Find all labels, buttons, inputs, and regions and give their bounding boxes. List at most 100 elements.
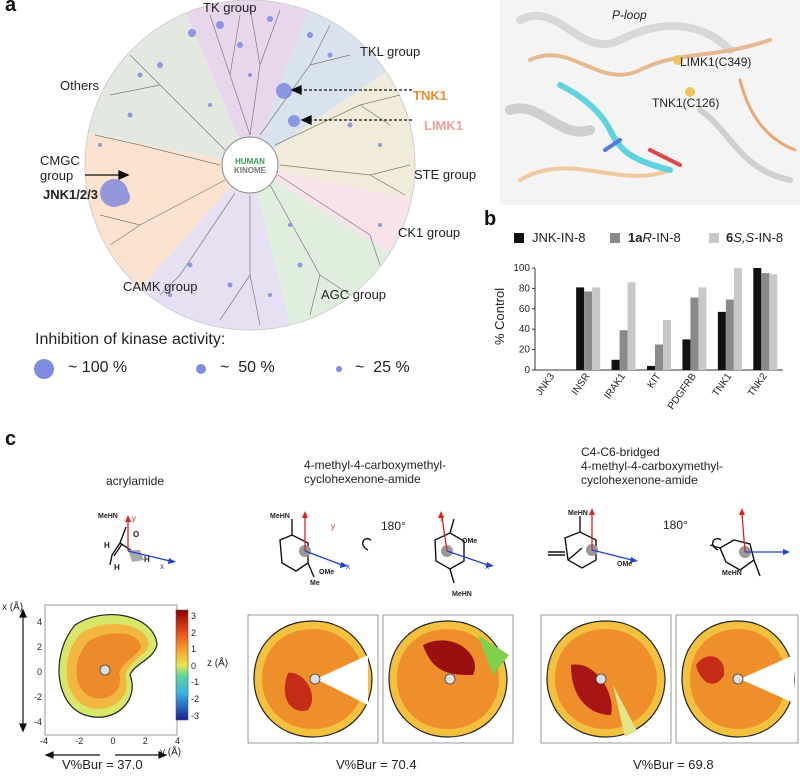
panel-b-label: b: [484, 208, 497, 230]
legend-swatch-6ss: [709, 233, 719, 243]
chart-xtick-label: TNK1: [711, 371, 735, 399]
atom-ome-3: OMe: [462, 538, 478, 545]
cb-tick-4: -1: [191, 677, 200, 688]
bar-insr-2: [592, 287, 601, 370]
bar-kit-1: [655, 344, 663, 370]
bar-tnk1-1: [725, 299, 734, 370]
atom-mehn-4: MeHN: [568, 510, 588, 517]
group-label-cmgc: CMGC group: [40, 153, 80, 183]
title-acrylamide: acrylamide: [106, 474, 165, 488]
legend-title: Inhibition of kinase activity:: [35, 331, 226, 348]
atom-h-1c: H: [114, 563, 120, 572]
steric-map-colorbar: [175, 609, 189, 721]
steric-map-methyl-b: [382, 614, 514, 744]
group-label-agc: AGC group: [321, 287, 387, 302]
xtick-4: 4: [174, 736, 180, 746]
axis-y-2: y: [331, 522, 335, 531]
bar-insr-1: [584, 291, 593, 370]
tnk1-callout: TNK1: [413, 88, 447, 103]
steric-map-methyl-a: [247, 614, 379, 744]
xtick-0: -4: [40, 736, 49, 746]
bar-pdgfrb-1: [690, 297, 699, 370]
ytick-4: -4: [33, 717, 42, 727]
vbur-bridged: V%Bur = 69.8: [633, 757, 714, 772]
steric-map-acrylamide: [44, 604, 178, 736]
chart-xtick-label: JNK3: [534, 371, 557, 398]
cb-tick-3: 0: [191, 660, 197, 671]
atom-o-1: O: [133, 530, 140, 539]
bar-kit-2: [663, 320, 671, 370]
cb-tick-5: -2: [191, 693, 200, 704]
bar-chart: 0 20 40 60 80 100 JNK3 INSR IRAK1 KIT PDGFRB TNK1 TN…: [513, 263, 783, 412]
panel-c-label: c: [5, 428, 17, 450]
legend-label-1ar: 1aR-IN-8: [628, 230, 681, 245]
bar-irak1-0: [611, 359, 620, 370]
legend-1ar-italic: R: [642, 230, 652, 245]
title-bridged-line1: C4-C6-bridged: [581, 445, 660, 459]
atom-mehn-5: MeHN: [722, 570, 742, 577]
title-bridged-line2: 4-methyl-4-carboxymethyl-: [581, 459, 724, 473]
axis-x-3: x: [485, 562, 489, 571]
bar-tnk2-1: [761, 273, 770, 370]
ytick-0: 4: [36, 617, 42, 627]
bar-tnk1-2: [733, 268, 742, 370]
xtick-3: 2: [142, 736, 148, 746]
tnk1-residue-label: TNK1(C126): [652, 96, 720, 110]
colorbar-ticks: 3 2 1 0 -1 -2 -3: [191, 608, 199, 724]
legend-50: ~ 50 %: [220, 359, 275, 376]
bar-irak1-1: [619, 330, 628, 370]
chart-ytick-label: 100: [513, 263, 530, 274]
ytick-2: 0: [36, 667, 42, 677]
limk1-residue-label: LIMK1(C349): [680, 55, 752, 69]
xtick-2: 0: [110, 736, 116, 746]
chart-ytick-label: 80: [519, 283, 531, 294]
cb-tick-0: 3: [191, 611, 197, 621]
legend-swatch-1ar: [610, 233, 620, 243]
panel-a-label: a: [5, 0, 17, 16]
legend-label-jnk: JNK-IN-8: [532, 230, 586, 245]
bar-tnk2-0: [753, 268, 762, 370]
steric-y-axis-label: y (Å): [160, 747, 182, 758]
bar-tnk1-0: [717, 311, 726, 370]
group-label-ste: STE group: [414, 167, 477, 182]
legend-swatch-jnk: [514, 233, 524, 243]
atom-ome-4: OMe: [617, 561, 633, 568]
steric-xticks: -4 -2 0 2 4: [40, 736, 180, 746]
vbur-methyl: V%Bur = 70.4: [336, 757, 417, 772]
chart-xtick-label: INSR: [570, 371, 593, 397]
steric-map-bridged-b: [675, 614, 799, 744]
kinome-logo-bottom: KINOME: [234, 166, 266, 175]
group-label-camk: CAMK group: [123, 279, 198, 294]
ytick-1: 2: [36, 642, 42, 652]
chart-ytick-label: 20: [519, 345, 531, 356]
bar-pdgfrb-2: [698, 287, 707, 370]
atom-mehn-2: MeHN: [270, 513, 290, 520]
group-label-others: Others: [60, 78, 100, 93]
axis-x-1: x: [160, 562, 164, 571]
legend-100: ~ 100 %: [68, 359, 128, 376]
atom-h-1a: H: [104, 541, 110, 550]
chart-legend: JNK-IN-8 1aR-IN-8 6S,S-IN-8: [500, 228, 800, 250]
cb-tick-6: -3: [191, 710, 200, 721]
colorbar-label: z (Å): [207, 658, 229, 669]
jnk-callout: JNK1/2/3: [43, 187, 98, 202]
chart-xtick-label: PDGFRB: [666, 371, 699, 412]
legend-1ar-bold: 1a: [628, 230, 643, 245]
bar-tnk2-2: [769, 274, 778, 370]
bar-kit-0: [647, 365, 655, 370]
legend-6ss-bold: 6: [726, 230, 734, 245]
legend-label-6ss: 6S,S-IN-8: [726, 230, 783, 245]
molecule-bridged: [548, 508, 790, 577]
molecule-methyl: [279, 511, 494, 584]
cb-tick-1: 2: [191, 627, 197, 638]
kinome-logo-top: HUMAN: [235, 157, 265, 166]
atom-me-2: Me: [310, 580, 320, 587]
chart-xtick-label: KIT: [646, 371, 664, 390]
legend-6ss-suffix: -IN-8: [754, 230, 784, 245]
limk1-callout: LIMK1: [424, 118, 463, 133]
ploop-label: P-loop: [612, 8, 647, 22]
bar-irak1-2: [627, 282, 636, 370]
axis-y-3: y: [440, 513, 444, 522]
legend-1ar-suffix: -IN-8: [651, 230, 681, 245]
steric-map-bridged-a: [540, 614, 672, 744]
